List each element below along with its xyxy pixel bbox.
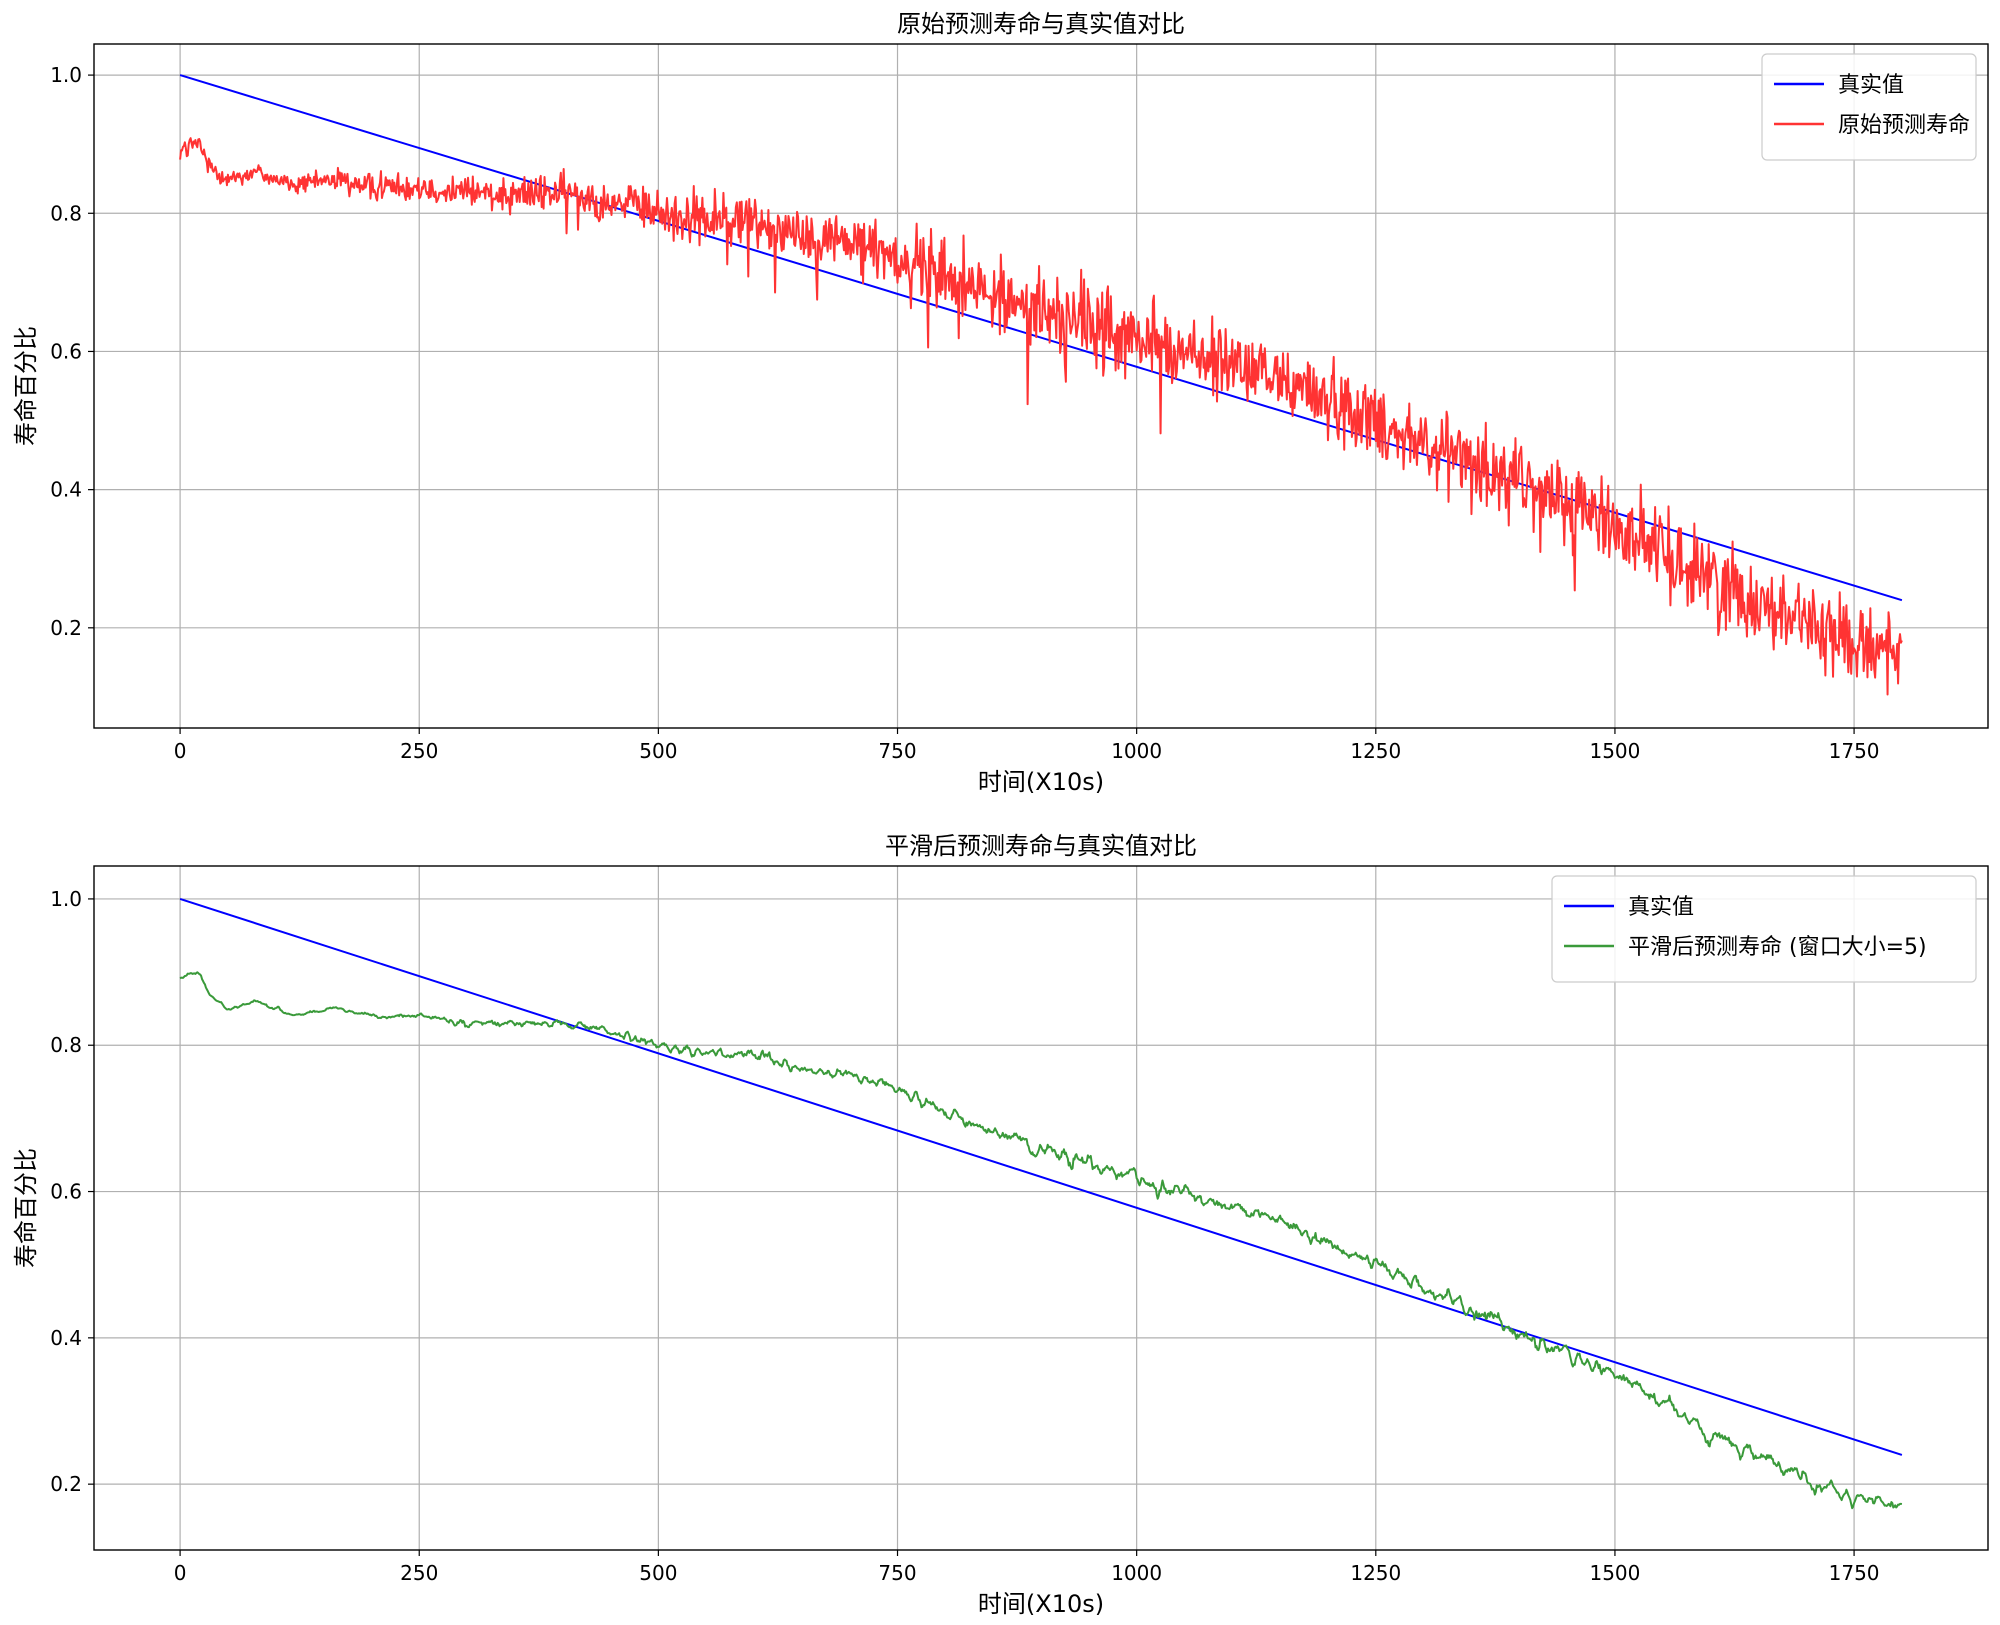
- y-axis-label: 寿命百分比: [12, 326, 40, 446]
- x-tick-label: 0: [174, 1561, 187, 1585]
- x-tick-label: 250: [400, 739, 438, 763]
- x-tick-label: 750: [878, 739, 916, 763]
- legend-box: [1761, 53, 1977, 161]
- plot-frame: [93, 865, 1989, 1551]
- x-tick-label: 750: [878, 1561, 916, 1585]
- x-tick-label: 1250: [1350, 739, 1401, 763]
- y-tick-label: 0.2: [50, 1472, 82, 1496]
- x-axis-label: 时间(X10s): [978, 1590, 1104, 1618]
- x-tick-label: 0: [174, 739, 187, 763]
- chart-title: 平滑后预测寿命与真实值对比: [885, 832, 1197, 860]
- legend-label-1: 原始预测寿命: [1838, 113, 1970, 138]
- x-tick-label: 1000: [1111, 1561, 1162, 1585]
- x-tick-label: 1750: [1829, 739, 1880, 763]
- x-tick-label: 1750: [1829, 1561, 1880, 1585]
- y-tick-label: 0.6: [50, 1180, 82, 1204]
- x-tick-label: 1500: [1589, 1561, 1640, 1585]
- y-tick-label: 1.0: [50, 63, 82, 87]
- series-line-1: [179, 971, 1903, 1510]
- y-tick-label: 0.8: [50, 1033, 82, 1057]
- smoothed-prediction-chart: 0 250 500 750 1000 1250 1500 1750 0.2 0.4 0.6 0.8 1.…: [12, 832, 1989, 1618]
- y-tick-label: 0.8: [50, 201, 82, 225]
- plot-frame: [93, 43, 1989, 729]
- y-tick-label: 0.2: [50, 616, 82, 640]
- series-line-0: [179, 897, 1903, 1456]
- y-tick-label: 0.4: [50, 478, 82, 502]
- legend-box: [1551, 875, 1977, 983]
- series-line-1: [179, 137, 1903, 696]
- x-tick-label: 250: [400, 1561, 438, 1585]
- x-tick-label: 1500: [1589, 739, 1640, 763]
- raw-prediction-chart: 0 250 500 750 1000 1250 1500 1750 0.2 0.4 0.6 0.8 1.…: [12, 10, 1989, 796]
- x-axis-label: 时间(X10s): [978, 768, 1104, 796]
- chart-title: 原始预测寿命与真实值对比: [897, 10, 1185, 38]
- legend-label-0: 真实值: [1628, 895, 1694, 920]
- x-tick-label: 500: [639, 1561, 677, 1585]
- series-line-0: [179, 74, 1903, 602]
- x-tick-label: 500: [639, 739, 677, 763]
- y-axis-label: 寿命百分比: [12, 1148, 40, 1268]
- legend-label-1: 平滑后预测寿命 (窗口大小=5): [1628, 935, 1927, 960]
- y-tick-label: 0.4: [50, 1326, 82, 1350]
- y-tick-label: 0.6: [50, 339, 82, 363]
- x-tick-label: 1250: [1350, 1561, 1401, 1585]
- y-tick-label: 1.0: [50, 887, 82, 911]
- x-tick-label: 1000: [1111, 739, 1162, 763]
- legend-label-0: 真实值: [1838, 73, 1904, 98]
